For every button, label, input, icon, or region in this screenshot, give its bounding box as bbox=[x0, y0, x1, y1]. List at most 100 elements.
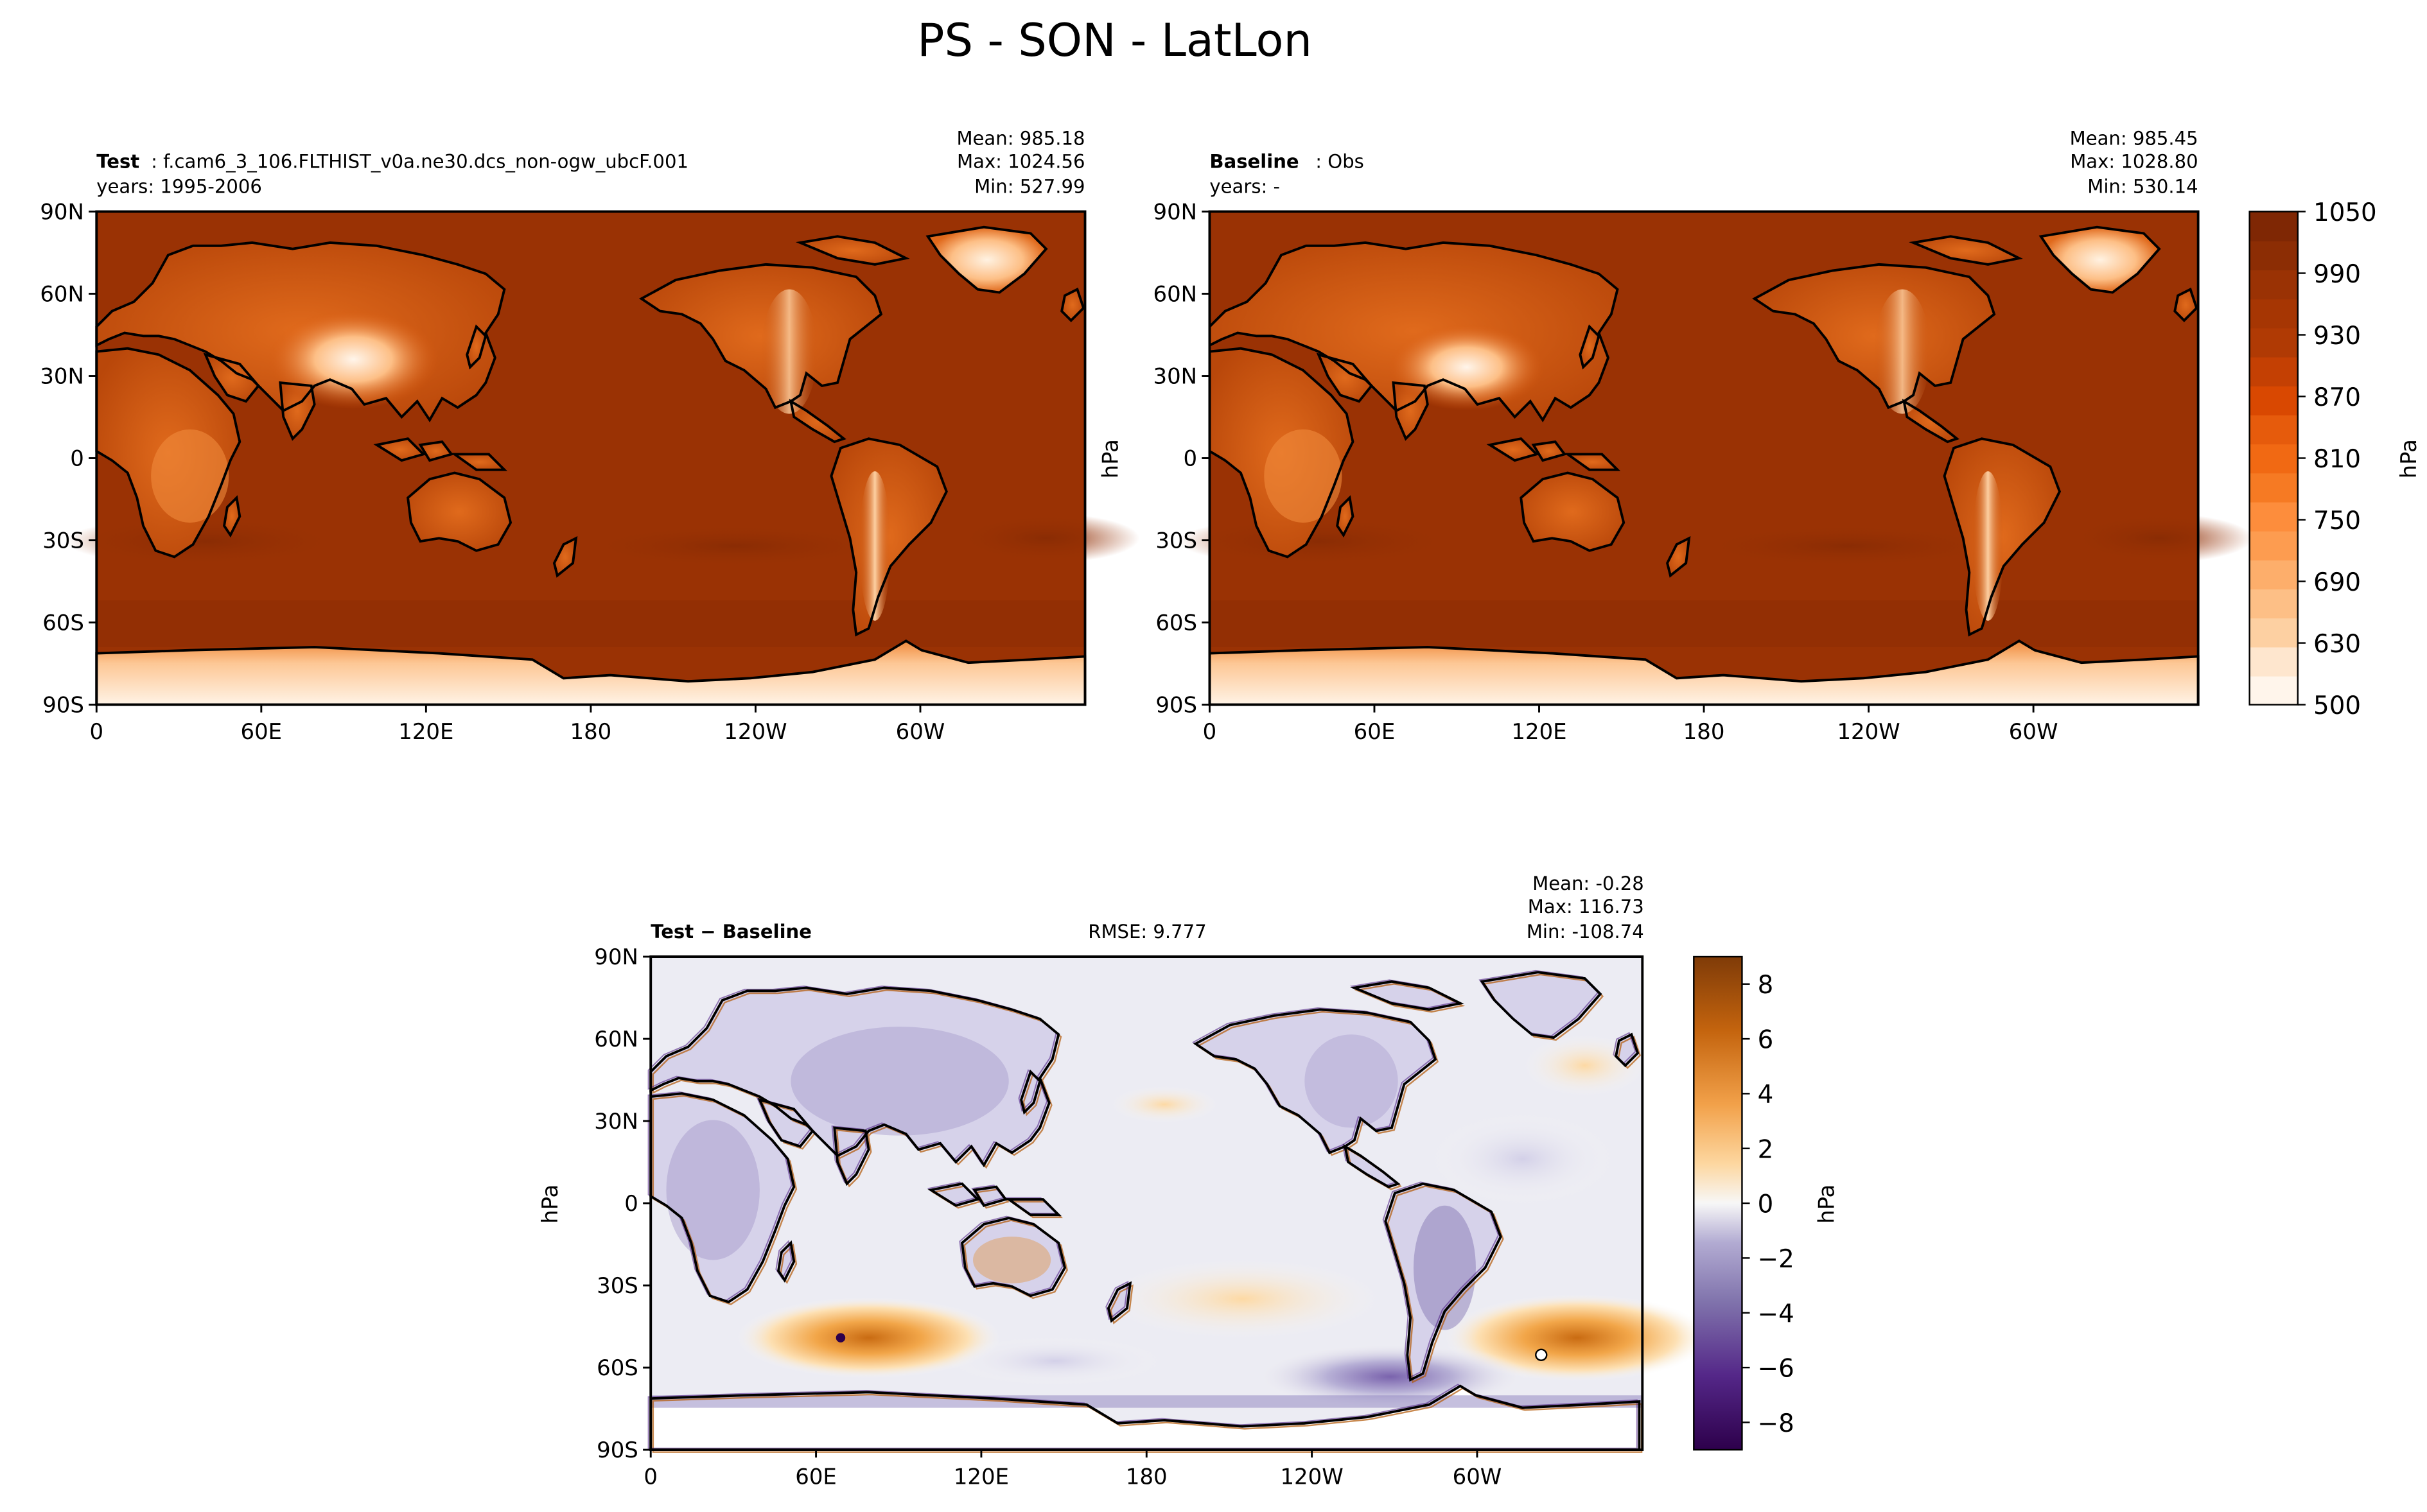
abs-colorbar-cell bbox=[2249, 269, 2298, 300]
lat-tick-label: 30S bbox=[1155, 528, 1197, 553]
lat-tick-label: 60N bbox=[594, 1027, 638, 1052]
baseline-ylabel: hPa bbox=[1098, 439, 1123, 478]
lon-tick-label: 0 bbox=[89, 719, 103, 744]
lat-tick-label: 60S bbox=[42, 611, 84, 636]
baseline-label-rest: : Obs bbox=[1315, 151, 1364, 173]
southern-ring bbox=[96, 600, 1085, 647]
diff-colorbar-tick-label: −2 bbox=[1758, 1245, 1794, 1274]
test-map bbox=[65, 210, 1140, 706]
lat-axis: 90N 60N 30N 0 30S 60S 90S bbox=[40, 200, 97, 718]
test-min: Min: 527.99 bbox=[974, 175, 1085, 197]
antarctica-ice bbox=[96, 641, 1085, 705]
baseline-label-bold: Baseline bbox=[1209, 151, 1299, 173]
africa-high bbox=[1264, 429, 1342, 523]
diff-hotspot bbox=[836, 1333, 846, 1343]
abs-colorbar-cell bbox=[2249, 299, 2298, 329]
diff-colorbar: 8 6 4 2 0 −2 −4 −6 −8 hPa bbox=[1693, 955, 1839, 1451]
lon-tick-label: 180 bbox=[1126, 1464, 1168, 1489]
abs-colorbar-tick-label: 990 bbox=[2313, 260, 2361, 289]
diff-map bbox=[647, 955, 1710, 1453]
diff-label-bold: Test − Baseline bbox=[651, 921, 812, 943]
ocean-low bbox=[1178, 516, 1459, 566]
baseline-map bbox=[1178, 210, 2253, 706]
lon-tick-label: 180 bbox=[1683, 719, 1725, 744]
diff-neg-blob bbox=[946, 1336, 1165, 1386]
diff-colorbar-tick-label: 8 bbox=[1758, 971, 1774, 1000]
baseline-panel: Baseline : Obs years: - Mean: 985.45 Max… bbox=[1098, 127, 2253, 744]
lon-tick-label: 60W bbox=[1453, 1464, 1502, 1489]
abs-colorbar-cell bbox=[2249, 327, 2298, 358]
baseline-max: Max: 1028.80 bbox=[2070, 151, 2198, 173]
ocean-low bbox=[579, 524, 891, 568]
diff-land-speckle bbox=[972, 1237, 1051, 1283]
abs-colorbar-tick-label: 1050 bbox=[2313, 198, 2377, 227]
abs-colorbar-cell bbox=[2249, 530, 2298, 560]
test-mean: Mean: 985.18 bbox=[956, 127, 1085, 149]
diff-rmse: RMSE: 9.777 bbox=[1088, 921, 1206, 943]
figure-title: PS - SON - LatLon bbox=[917, 14, 1312, 67]
lon-tick-label: 180 bbox=[570, 719, 612, 744]
lat-tick-label: 90N bbox=[40, 200, 84, 225]
abs-colorbar-cell bbox=[2249, 675, 2298, 706]
diff-land-speckle bbox=[666, 1120, 760, 1260]
diff-ylabel: hPa bbox=[538, 1185, 563, 1224]
andes-high bbox=[1972, 471, 2004, 621]
abs-colorbar-cell bbox=[2249, 647, 2298, 677]
antarctic-coast-neg bbox=[651, 1395, 1643, 1408]
lon-tick-label: 120W bbox=[724, 719, 787, 744]
tibet-high bbox=[1389, 323, 1545, 411]
diff-min: Min: -108.74 bbox=[1527, 921, 1644, 943]
abs-colorbar-cell bbox=[2249, 356, 2298, 387]
diff-colorbar-tick-label: 2 bbox=[1758, 1135, 1774, 1164]
andes-high bbox=[859, 471, 891, 621]
diff-mean: Mean: -0.28 bbox=[1532, 873, 1644, 894]
abs-colorbar-cell bbox=[2249, 414, 2298, 445]
diff-colorbar-fill bbox=[1694, 957, 1742, 1450]
diff-pos-blob bbox=[1102, 1258, 1383, 1340]
diff-neg-blob bbox=[1429, 1112, 1617, 1206]
lon-tick-label: 60E bbox=[795, 1464, 837, 1489]
abs-colorbar-cell bbox=[2249, 501, 2298, 532]
test-label-rest: : f.cam6_3_106.FLTHIST_v0a.ne30.dcs_non-… bbox=[151, 151, 688, 173]
lat-tick-label: 30S bbox=[597, 1273, 638, 1298]
ocean-low bbox=[65, 516, 346, 566]
abs-colorbar-tick-label: 870 bbox=[2313, 383, 2361, 412]
africa-high bbox=[151, 429, 229, 523]
abs-colorbar-cell bbox=[2249, 240, 2298, 271]
lat-tick-label: 0 bbox=[1183, 446, 1197, 471]
diff-land-speckle bbox=[1304, 1034, 1398, 1128]
test-label-bold: Test bbox=[96, 151, 139, 173]
lat-tick-label: 30N bbox=[594, 1109, 638, 1134]
abs-colorbar: 1050 990 930 870 810 750 690 630 500 hPa bbox=[2248, 198, 2421, 720]
diff-max: Max: 116.73 bbox=[1528, 896, 1644, 917]
lat-axis: 90N 60N 30N 0 30S 60S 90S bbox=[1153, 200, 1210, 718]
lat-tick-label: 60N bbox=[1153, 282, 1198, 307]
lat-tick-label: 30N bbox=[40, 364, 84, 389]
baseline-years: years: - bbox=[1209, 175, 1280, 197]
lon-axis: 0 60E 120E 180 120W 60W bbox=[1203, 704, 2058, 744]
abs-colorbar-tick-label: 810 bbox=[2313, 445, 2361, 474]
lat-tick-label: 90N bbox=[594, 944, 638, 969]
lon-tick-label: 0 bbox=[644, 1464, 658, 1489]
abs-colorbar-tick-label: 750 bbox=[2313, 507, 2361, 535]
lon-tick-label: 120W bbox=[1837, 719, 1900, 744]
greenland-ice bbox=[927, 227, 1046, 293]
test-years: years: 1995-2006 bbox=[96, 175, 262, 197]
test-max: Max: 1024.56 bbox=[957, 151, 1085, 173]
diff-pos-blob bbox=[736, 1297, 1001, 1378]
diff-pos-blob bbox=[1110, 1086, 1219, 1124]
lat-tick-label: 60N bbox=[40, 282, 84, 307]
abs-colorbar-cell bbox=[2249, 443, 2298, 474]
lat-tick-label: 30N bbox=[1153, 364, 1198, 389]
lat-tick-label: 0 bbox=[624, 1191, 638, 1216]
diff-land-speckle bbox=[791, 1027, 1009, 1136]
abs-colorbar-cell bbox=[2249, 618, 2298, 648]
lon-tick-label: 120E bbox=[954, 1464, 1009, 1489]
abs-colorbar-tick-label: 630 bbox=[2313, 630, 2361, 659]
lon-axis: 0 60E 120E 180 120W 60W bbox=[89, 704, 945, 744]
diff-colorbar-tick-label: 6 bbox=[1758, 1026, 1774, 1055]
lon-tick-label: 60E bbox=[1354, 719, 1396, 744]
lat-tick-label: 90N bbox=[1153, 200, 1198, 225]
ocean-low bbox=[2065, 513, 2253, 564]
